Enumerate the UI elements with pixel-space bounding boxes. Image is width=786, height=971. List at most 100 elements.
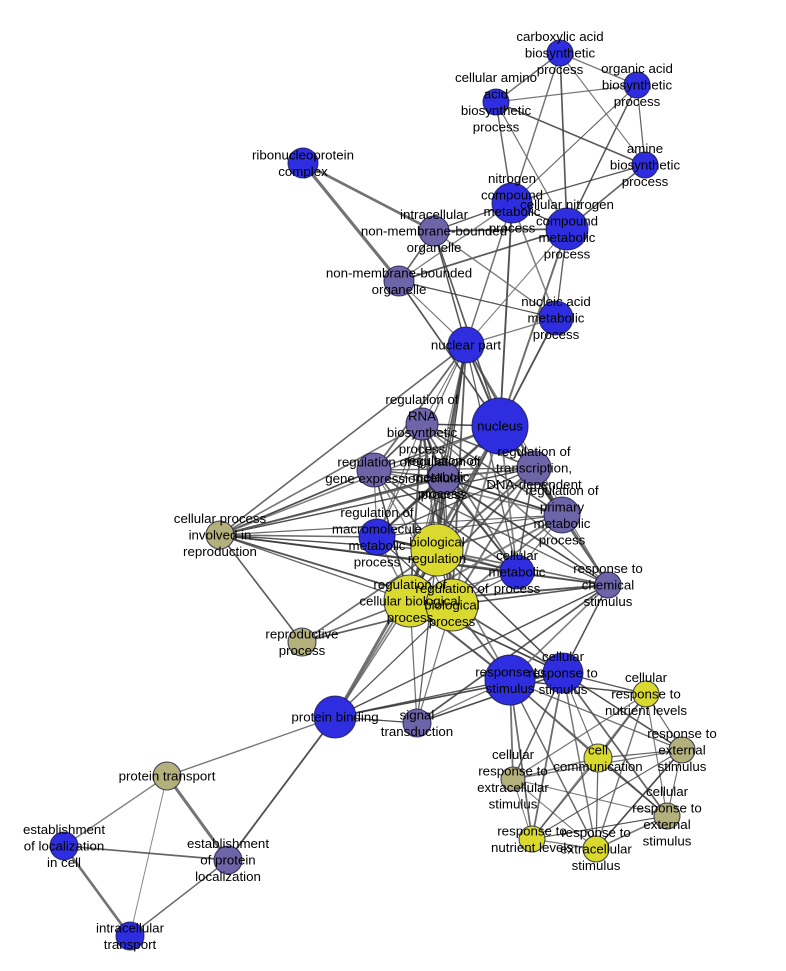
svg-text:non-membrane-bounded: non-membrane-bounded: [361, 224, 507, 239]
svg-text:transduction: transduction: [381, 724, 453, 739]
svg-text:nitrogen: nitrogen: [488, 171, 536, 186]
svg-text:process: process: [279, 643, 326, 658]
svg-text:metabolic: metabolic: [349, 538, 406, 553]
svg-text:compound: compound: [536, 213, 598, 228]
svg-text:metabolic: metabolic: [528, 311, 585, 326]
svg-text:cellular: cellular: [496, 548, 539, 563]
svg-text:process: process: [489, 220, 536, 235]
svg-text:process: process: [614, 94, 661, 109]
svg-text:response to: response to: [647, 726, 716, 741]
svg-text:stimulus: stimulus: [658, 759, 707, 774]
svg-text:ribonucleoprotein: ribonucleoprotein: [252, 147, 354, 162]
svg-text:process: process: [537, 62, 584, 77]
svg-text:regulation of: regulation of: [340, 505, 413, 520]
svg-text:intracellular: intracellular: [96, 920, 165, 935]
svg-text:nutrient levels: nutrient levels: [605, 703, 687, 718]
svg-text:process: process: [421, 487, 468, 502]
svg-text:of protein: of protein: [200, 853, 255, 868]
svg-text:establishment: establishment: [187, 836, 269, 851]
svg-text:process: process: [539, 532, 586, 547]
svg-text:regulation of: regulation of: [497, 444, 570, 459]
svg-text:process: process: [429, 614, 476, 629]
svg-text:of localization: of localization: [24, 839, 105, 854]
svg-text:non-membrane-bounded: non-membrane-bounded: [326, 265, 472, 280]
svg-text:external: external: [643, 817, 690, 832]
svg-text:biosynthetic: biosynthetic: [525, 46, 596, 61]
svg-text:cellular nitrogen: cellular nitrogen: [520, 197, 614, 212]
svg-text:response to: response to: [528, 666, 597, 681]
svg-text:stimulus: stimulus: [643, 833, 692, 848]
svg-text:response to: response to: [632, 800, 701, 815]
svg-text:cell: cell: [588, 742, 608, 757]
svg-text:metabolic: metabolic: [534, 516, 591, 531]
svg-text:communication: communication: [553, 759, 642, 774]
svg-text:biological: biological: [409, 534, 464, 549]
svg-text:process: process: [354, 554, 401, 569]
svg-text:metabolic: metabolic: [539, 230, 596, 245]
svg-text:primary: primary: [540, 499, 585, 514]
svg-text:extracellular: extracellular: [560, 842, 632, 857]
svg-text:external: external: [658, 743, 705, 758]
svg-text:regulation of: regulation of: [385, 392, 458, 407]
svg-text:cellular: cellular: [646, 784, 689, 799]
svg-text:process: process: [533, 327, 580, 342]
svg-text:cellular: cellular: [492, 747, 535, 762]
svg-text:localization: localization: [195, 869, 261, 884]
svg-text:organelle: organelle: [372, 282, 427, 297]
svg-text:organic acid: organic acid: [601, 61, 673, 76]
svg-text:cellular: cellular: [542, 649, 585, 664]
svg-text:gene expression: gene expression: [325, 471, 423, 486]
svg-text:cellular amino: cellular amino: [455, 70, 537, 85]
svg-text:biosynthetic: biosynthetic: [387, 425, 458, 440]
svg-text:transport: transport: [104, 937, 157, 952]
svg-text:involved in: involved in: [189, 528, 252, 543]
svg-text:stimulus: stimulus: [572, 858, 621, 873]
svg-text:regulation of: regulation of: [415, 581, 488, 596]
svg-text:process: process: [544, 246, 591, 261]
svg-text:biological: biological: [424, 598, 479, 613]
svg-text:biosynthetic: biosynthetic: [610, 158, 681, 173]
svg-text:cellular process: cellular process: [174, 511, 267, 526]
svg-text:cellular: cellular: [625, 670, 668, 685]
svg-text:nucleus: nucleus: [477, 419, 523, 434]
svg-text:regulation: regulation: [408, 551, 466, 566]
svg-text:regulation of: regulation of: [407, 454, 480, 469]
svg-text:response to: response to: [611, 687, 680, 702]
svg-text:RNA: RNA: [408, 408, 436, 423]
svg-text:amine: amine: [627, 141, 663, 156]
svg-text:extracellular: extracellular: [477, 780, 549, 795]
svg-text:nuclear part: nuclear part: [431, 338, 502, 353]
svg-text:regulation of: regulation of: [337, 454, 410, 469]
svg-text:transcription,: transcription,: [496, 461, 572, 476]
svg-text:regulation of: regulation of: [525, 483, 598, 498]
svg-text:biosynthetic: biosynthetic: [461, 103, 532, 118]
svg-text:response to: response to: [497, 823, 566, 838]
svg-text:establishment: establishment: [23, 822, 105, 837]
svg-text:protein transport: protein transport: [119, 769, 216, 784]
svg-text:response to: response to: [478, 763, 547, 778]
svg-text:cellular: cellular: [423, 471, 466, 486]
svg-text:in cell: in cell: [47, 855, 81, 870]
svg-text:stimulus: stimulus: [539, 682, 588, 697]
svg-text:protein binding: protein binding: [291, 710, 378, 725]
svg-text:acid: acid: [484, 86, 508, 101]
svg-text:metabolic: metabolic: [489, 565, 546, 580]
svg-text:reproduction: reproduction: [183, 544, 257, 559]
svg-text:response to: response to: [573, 561, 642, 576]
svg-text:signal: signal: [400, 707, 435, 722]
svg-text:stimulus: stimulus: [486, 681, 535, 696]
svg-text:carboxylic acid: carboxylic acid: [516, 29, 603, 44]
svg-text:chemical: chemical: [582, 578, 635, 593]
svg-text:biosynthetic: biosynthetic: [602, 78, 673, 93]
svg-text:organelle: organelle: [407, 240, 462, 255]
svg-text:response to: response to: [561, 825, 630, 840]
svg-text:stimulus: stimulus: [489, 796, 538, 811]
svg-text:stimulus: stimulus: [584, 594, 633, 609]
svg-text:intracellular: intracellular: [400, 207, 469, 222]
svg-text:process: process: [473, 119, 520, 134]
svg-text:nucleic acid: nucleic acid: [521, 294, 590, 309]
svg-text:process: process: [622, 174, 669, 189]
svg-text:complex: complex: [278, 164, 328, 179]
svg-text:process: process: [494, 581, 541, 596]
svg-text:reproductive: reproductive: [265, 626, 338, 641]
